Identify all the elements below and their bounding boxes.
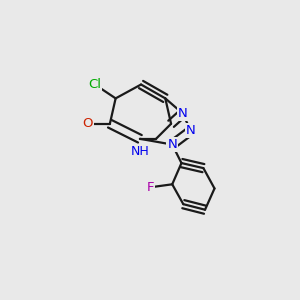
Text: N: N — [167, 138, 177, 151]
Text: F: F — [146, 181, 154, 194]
Text: O: O — [83, 117, 93, 130]
Text: N: N — [178, 107, 188, 120]
Text: Cl: Cl — [88, 78, 101, 91]
Text: NH: NH — [130, 145, 149, 158]
Text: N: N — [186, 124, 196, 137]
